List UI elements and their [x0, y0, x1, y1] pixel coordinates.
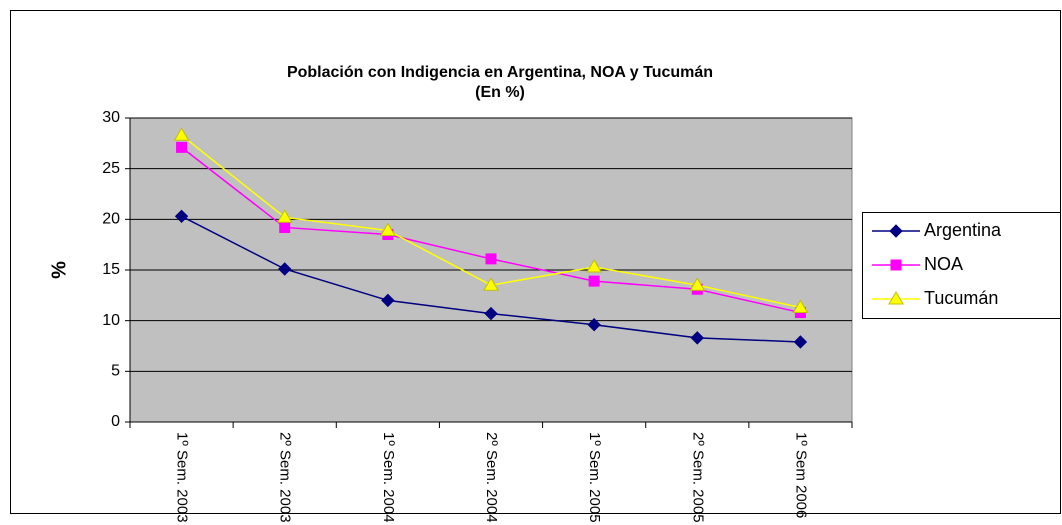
legend-label: Argentina: [924, 220, 1002, 240]
point-marker: [586, 258, 603, 273]
point-marker: [279, 221, 291, 233]
point-marker: [176, 141, 188, 153]
point-marker: [276, 209, 293, 223]
point-marker: [792, 299, 809, 313]
y-tick-label: 25: [102, 160, 120, 177]
point-marker: [381, 293, 395, 308]
point-marker: [483, 277, 499, 291]
point-marker: [173, 127, 190, 141]
point-marker: [793, 335, 808, 349]
x-tick-label: 2º Sem. 2003: [277, 432, 294, 523]
x-tick-label: 1º Sem 2006: [792, 432, 809, 518]
chart-subtitle: (En %): [475, 84, 525, 101]
y-tick-label: 0: [111, 413, 120, 430]
point-marker: [588, 275, 600, 287]
x-tick-label: 1º Sem. 2003: [174, 432, 191, 523]
point-marker: [690, 331, 704, 345]
legend-marker: [888, 291, 904, 305]
legend-label: Tucumán: [924, 288, 998, 308]
legend-marker: [889, 224, 903, 238]
y-tick-label: 20: [102, 211, 120, 228]
chart-title: Población con Indigencia en Argentina, N…: [287, 64, 713, 81]
point-marker: [485, 253, 497, 265]
x-tick-label: 1º Sem. 2005: [586, 432, 603, 523]
y-tick-label: 30: [102, 109, 120, 126]
point-marker: [689, 277, 706, 291]
y-tick-label: 5: [111, 363, 120, 380]
y-tick-label: 15: [102, 261, 120, 278]
legend-marker: [890, 259, 902, 271]
point-marker: [174, 209, 189, 224]
legend-label: NOA: [924, 254, 963, 274]
x-tick-label: 2º Sem. 2005: [689, 432, 706, 523]
point-marker: [587, 318, 601, 332]
y-tick-label: 10: [102, 312, 120, 329]
point-marker: [379, 222, 396, 236]
x-tick-label: 2º Sem. 2004: [483, 432, 500, 523]
y-axis-label: %: [48, 261, 70, 279]
point-marker: [484, 306, 498, 321]
point-marker: [278, 262, 292, 276]
x-tick-label: 1º Sem. 2004: [380, 432, 397, 523]
